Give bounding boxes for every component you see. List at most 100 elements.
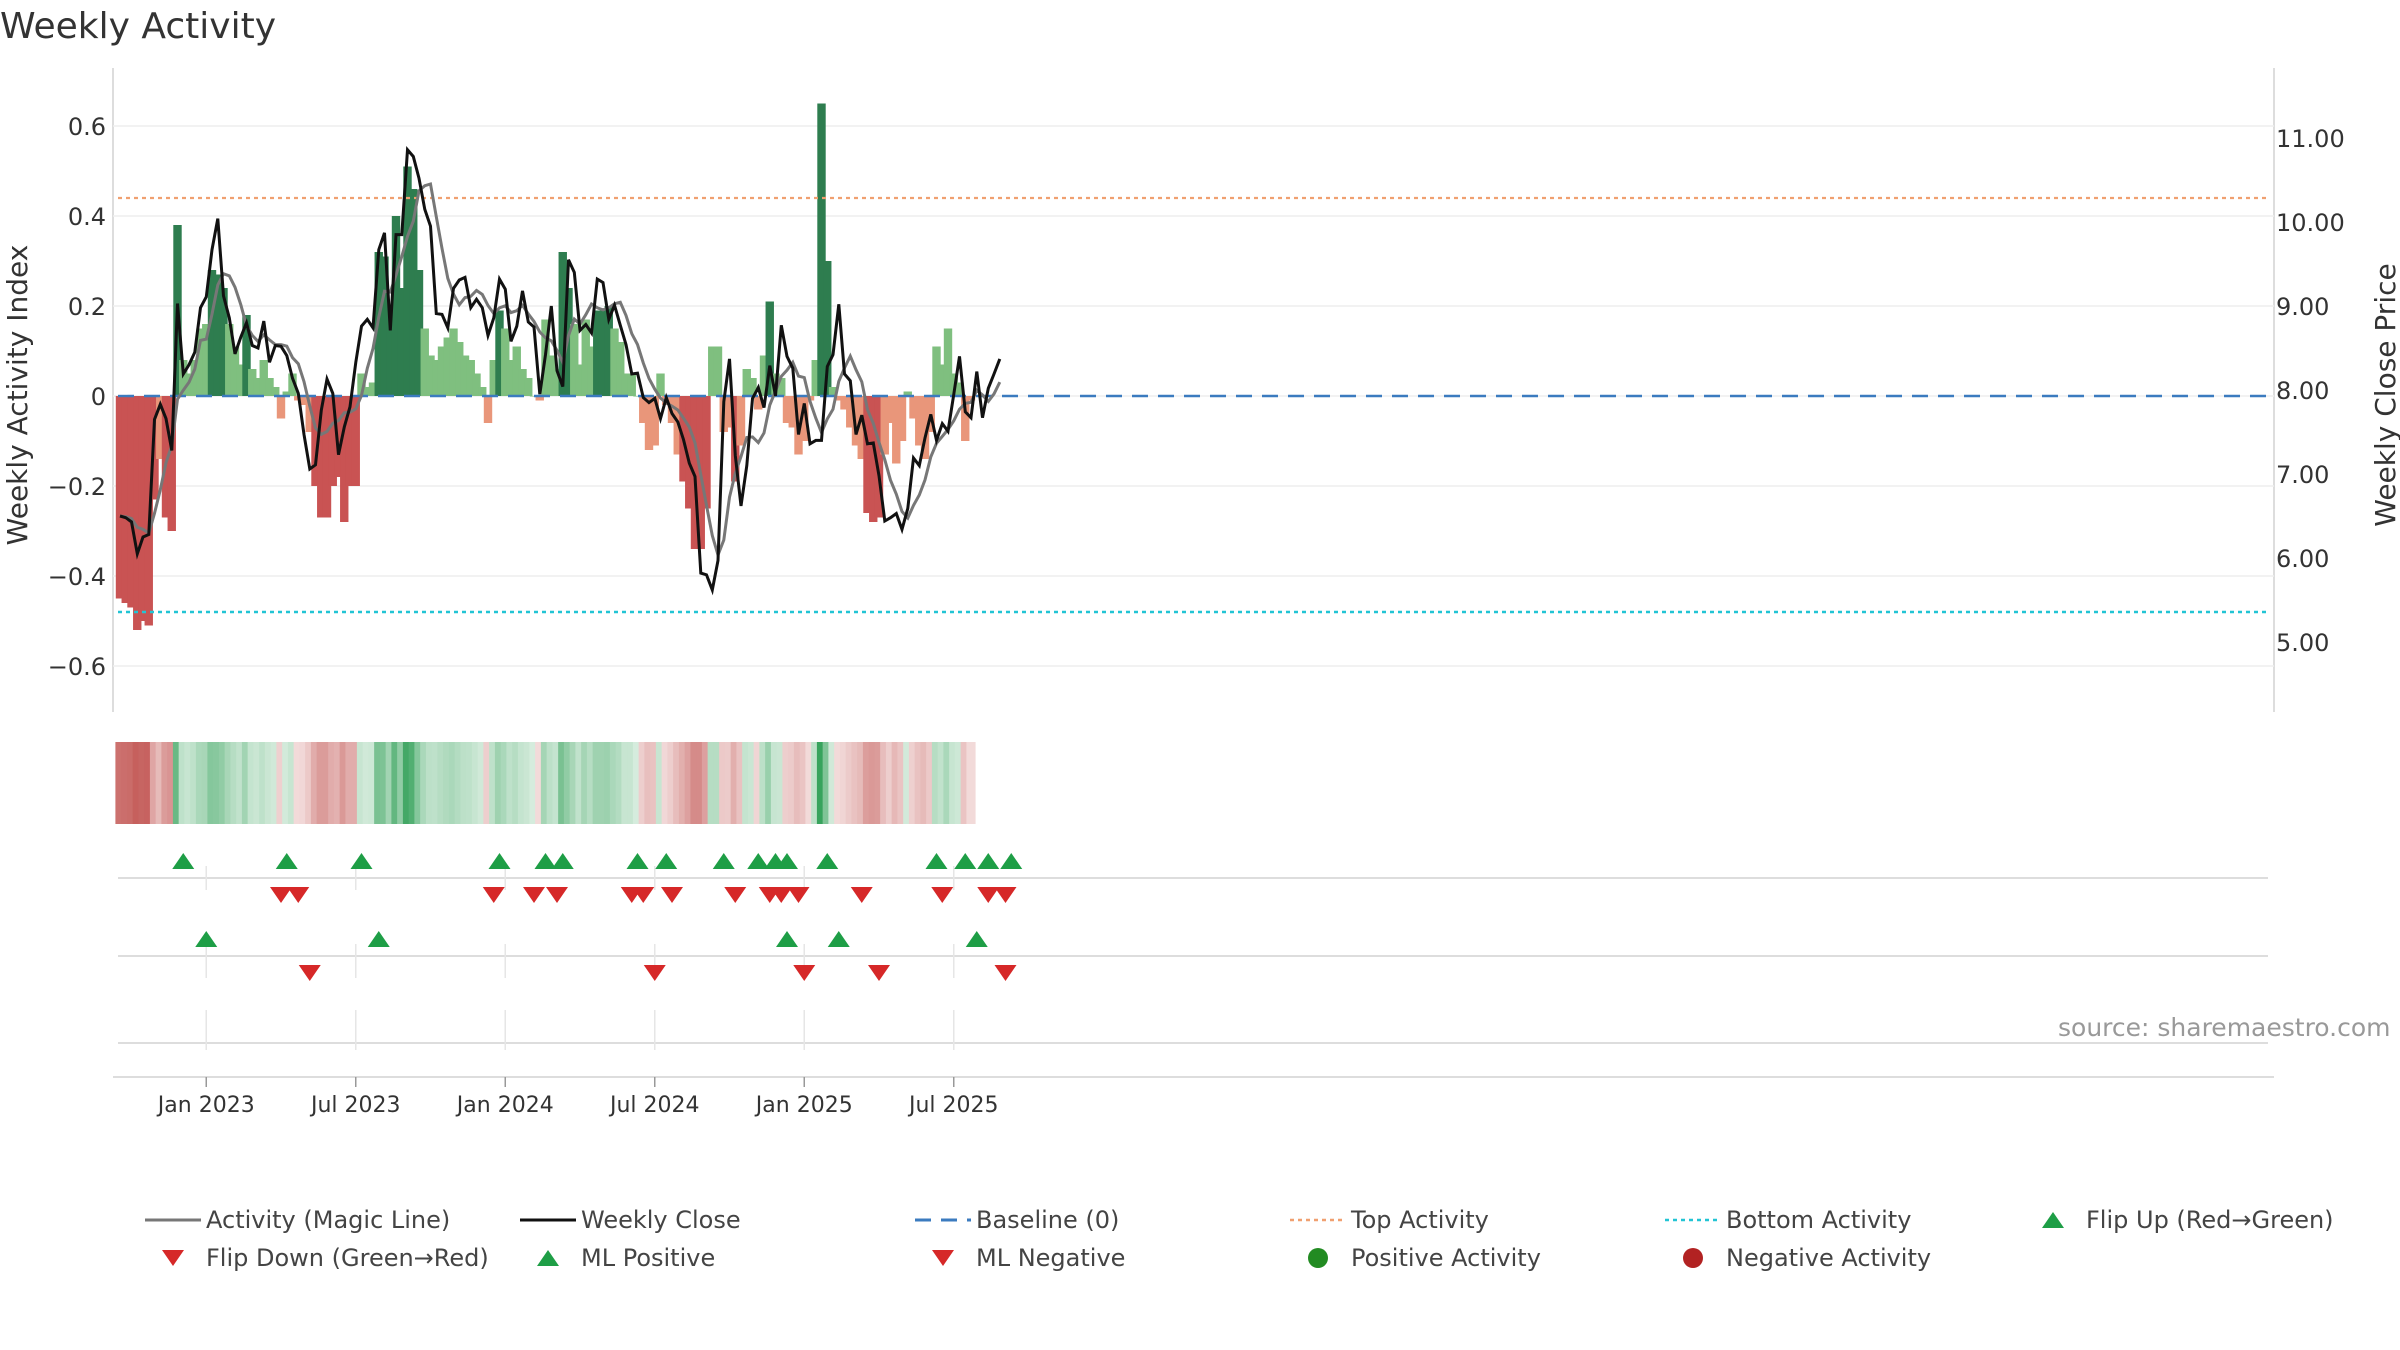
heat-strip-cell: [230, 742, 240, 824]
activity-bar: [547, 355, 556, 396]
activity-bar: [156, 396, 165, 459]
x-tick-label: Jul 2024: [608, 1093, 700, 1118]
heat-strip-cell: [719, 742, 729, 824]
activity-bar: [317, 396, 326, 518]
heat-strip-cell: [132, 742, 142, 824]
ml-negative-marker: [643, 965, 666, 981]
heat-strip-cell: [891, 742, 901, 824]
activity-bar: [765, 301, 774, 396]
heat-strip-cell: [368, 742, 378, 824]
activity-bar: [725, 396, 734, 428]
y-tick-right: 8.00: [2276, 377, 2329, 405]
heat-strip-cell: [149, 742, 160, 824]
heat-strip-cell: [874, 742, 884, 824]
activity-bar: [708, 346, 717, 396]
activity-bar: [437, 346, 447, 396]
activity-bar: [748, 378, 757, 396]
heat-strip-cell: [949, 742, 959, 824]
heat-strip-cell: [489, 742, 499, 824]
heat-strip-cell: [535, 742, 545, 824]
flip-down-marker: [546, 887, 568, 903]
y-tick-left: −0.6: [48, 653, 106, 681]
y-tick-right: 5.00: [2276, 629, 2329, 657]
heat-strip-cell: [172, 742, 183, 824]
flip-up-marker: [954, 853, 977, 869]
legend-item: Positive Activity: [1285, 1240, 1541, 1276]
legend-item: Flip Down (Green→Red): [140, 1240, 489, 1276]
activity-bar: [322, 396, 332, 518]
legend-item: Baseline (0): [910, 1202, 1119, 1238]
flip-up-marker: [275, 853, 298, 869]
activity-bar: [455, 342, 464, 396]
heat-strip-cell: [512, 742, 522, 824]
line-dotted-cyan-icon: [1660, 1205, 1726, 1235]
heat-strip-cell: [868, 742, 878, 824]
heat-strip-cell: [730, 742, 740, 824]
heat-strip-cell: [954, 742, 965, 824]
heat-strip-cell: [793, 742, 804, 824]
heat-strip-cell: [236, 742, 246, 824]
activity-bar: [754, 396, 763, 410]
activity-bar: [627, 373, 636, 396]
activity-bar: [127, 396, 136, 608]
legend-item: Activity (Magic Line): [140, 1202, 450, 1238]
heat-strip-cell: [546, 742, 556, 824]
activity-bar: [403, 166, 412, 396]
heat-strip-cell: [880, 742, 890, 824]
heat-strip-cell: [540, 742, 551, 824]
heat-strip-cell: [552, 742, 562, 824]
heat-strip-cell: [425, 742, 436, 824]
activity-bar: [414, 270, 424, 396]
y-tick-left: 0.4: [68, 203, 106, 231]
heat-strip-cell: [586, 742, 597, 824]
flip-up-marker: [977, 853, 1000, 869]
heat-strip-cell: [138, 742, 148, 824]
triangle-down-red-icon: [140, 1243, 206, 1273]
y-tick-right: 11.00: [2276, 125, 2345, 153]
activity-bar: [190, 360, 199, 396]
heat-strip-cell: [167, 742, 177, 824]
heat-strip-cell: [937, 742, 947, 824]
activity-bar: [219, 288, 228, 396]
activity-bar: [489, 360, 498, 396]
activity-bar: [133, 396, 142, 630]
heat-strip-cell: [161, 742, 171, 824]
activity-bar: [932, 346, 941, 396]
y-axis-label-right: Weekly Close Price: [2369, 263, 2400, 526]
heat-strip-cell: [264, 742, 275, 824]
activity-bar: [920, 396, 930, 459]
heat-strip-cell: [483, 742, 493, 824]
activity-bar: [788, 396, 797, 428]
activity-bar: [938, 364, 947, 396]
heat-strip-cell: [558, 742, 568, 824]
activity-bar: [236, 364, 245, 396]
flip-up-marker: [350, 853, 373, 869]
line-solid-black-icon: [515, 1205, 581, 1235]
heat-strip-cell: [684, 742, 694, 824]
activity-bar: [863, 396, 872, 513]
activity-bar: [409, 189, 418, 396]
heat-strip-cell: [966, 742, 976, 824]
legend-label: Bottom Activity: [1726, 1206, 1912, 1234]
activity-bar: [742, 369, 751, 396]
heat-strip-cell: [822, 742, 832, 824]
flip-up-marker: [551, 853, 574, 869]
activity-bar: [483, 396, 493, 423]
heat-strip-cell: [960, 742, 970, 824]
activity-bar: [880, 396, 889, 455]
activity-bar: [685, 396, 694, 509]
heat-strip-cell: [701, 742, 712, 824]
flip-up-marker: [172, 853, 195, 869]
activity-bar: [800, 396, 809, 441]
heat-strip-cell: [241, 742, 252, 824]
activity-bar: [903, 391, 912, 396]
activity-bar: [926, 396, 935, 432]
flip-down-marker: [270, 887, 292, 903]
heat-strip-cell: [144, 742, 154, 824]
ml-positive-marker: [776, 931, 798, 947]
heat-strip-cell: [247, 742, 257, 824]
heat-strip-cell: [414, 742, 424, 824]
heat-strip-cell: [799, 742, 809, 824]
activity-bar: [512, 346, 521, 396]
